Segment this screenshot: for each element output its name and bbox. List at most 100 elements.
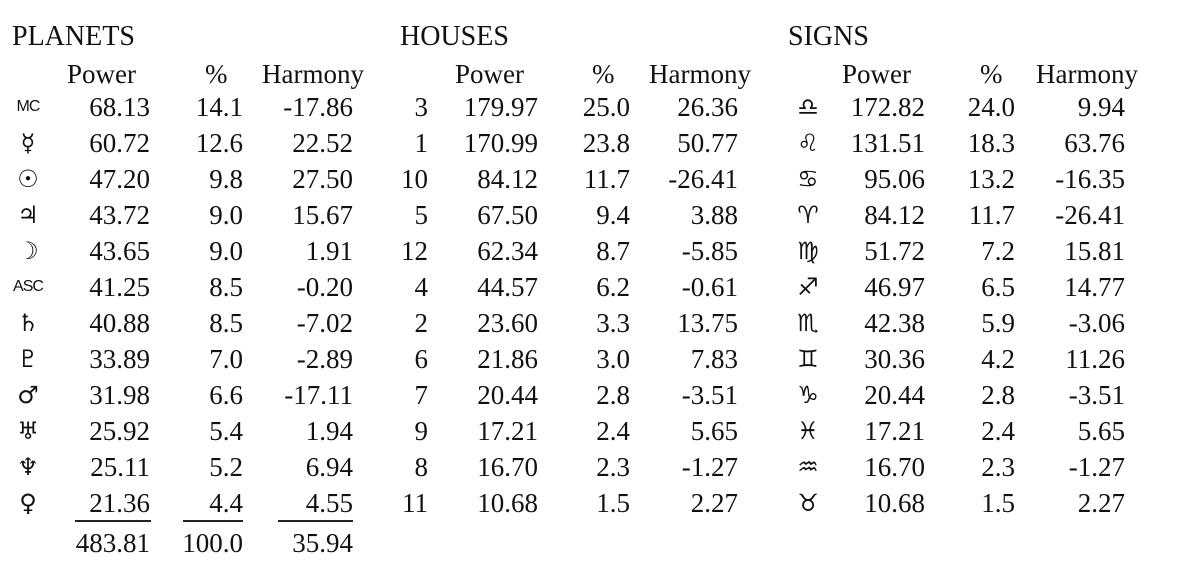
sign-symbol-icon: ♎ (797, 93, 819, 121)
sign-power: 46.97 (864, 272, 925, 302)
house-power: 16.70 (477, 452, 538, 482)
planets-percent-header: % (205, 59, 228, 89)
sign-power: 84.12 (864, 200, 925, 230)
sign-power: 95.06 (864, 164, 925, 194)
planet-percent: 12.6 (195, 128, 243, 158)
sign-symbol-icon: ♈ (797, 201, 819, 229)
planet-percent: 7.0 (209, 344, 243, 374)
sign-symbol-icon: ♍ (797, 237, 819, 265)
planet-power: 47.20 (89, 164, 150, 194)
sign-power: 30.36 (864, 344, 925, 374)
planet-symbol-icon: ♆ (17, 453, 39, 481)
house-power: 23.60 (477, 308, 538, 338)
house-harmony: 5.65 (690, 416, 738, 446)
houses-power-header: Power (455, 59, 524, 89)
sign-power: 16.70 (864, 452, 925, 482)
sign-symbol-icon: ♌ (797, 129, 819, 157)
sign-percent: 24.0 (967, 92, 1015, 122)
sign-symbol-icon: ♐ (797, 273, 819, 301)
sign-percent: 2.8 (981, 380, 1015, 410)
planet-symbol-icon: ♄ (17, 309, 39, 337)
planet-symbol-icon: ♂ (17, 381, 39, 409)
house-power: 67.50 (477, 200, 538, 230)
planet-power: 31.98 (89, 380, 150, 410)
planets-harmony-total: 35.94 (292, 528, 353, 558)
house-power: 20.44 (477, 380, 538, 410)
house-harmony: 3.88 (690, 200, 738, 230)
sign-symbol-icon: ♒ (797, 453, 819, 481)
sign-symbol-icon: ♊ (797, 345, 819, 373)
house-harmony: -26.41 (668, 164, 738, 194)
house-number: 10 (401, 164, 428, 194)
house-harmony: -5.85 (681, 236, 738, 266)
planet-power: 60.72 (89, 128, 150, 158)
sign-symbol-icon: ♓ (797, 417, 819, 445)
house-number: 5 (414, 200, 429, 230)
planet-power: 43.72 (89, 200, 150, 230)
house-number: 4 (414, 272, 429, 302)
houses-heading: HOUSES (400, 21, 509, 52)
planet-symbol-icon: ♇ (17, 345, 39, 373)
house-percent: 8.7 (596, 236, 630, 266)
sign-harmony: 15.81 (1064, 236, 1125, 266)
sign-percent: 7.2 (981, 236, 1015, 266)
planet-symbol-icon: ♀ (19, 489, 37, 517)
planet-harmony: -17.11 (284, 380, 353, 410)
house-percent: 6.2 (596, 272, 630, 302)
house-power: 62.34 (477, 236, 538, 266)
harmony-total-rule (278, 520, 353, 522)
signs-percent-header: % (980, 59, 1003, 89)
house-harmony: 50.77 (677, 128, 738, 158)
sign-percent: 4.2 (981, 344, 1015, 374)
planet-harmony: -7.02 (296, 308, 353, 338)
planet-symbol-icon: ☿ (20, 129, 36, 157)
house-harmony: -1.27 (681, 452, 738, 482)
planet-power: 68.13 (89, 92, 150, 122)
sign-harmony: 63.76 (1064, 128, 1125, 158)
house-power: 84.12 (477, 164, 538, 194)
sign-harmony: 11.26 (1065, 344, 1125, 374)
sign-harmony: -3.51 (1068, 380, 1125, 410)
house-percent: 2.3 (596, 452, 630, 482)
planet-power: 43.65 (89, 236, 150, 266)
planet-harmony: 1.91 (305, 236, 353, 266)
planet-power: 25.11 (90, 452, 150, 482)
planet-power: 21.36 (89, 488, 150, 518)
planet-symbol-icon: ☉ (17, 165, 39, 193)
sign-harmony: 9.94 (1077, 92, 1125, 122)
house-percent: 3.3 (596, 308, 630, 338)
sign-percent: 6.5 (981, 272, 1015, 302)
sign-power: 131.51 (850, 128, 925, 158)
house-number: 7 (414, 380, 429, 410)
planet-harmony: 22.52 (292, 128, 353, 158)
sign-harmony: -26.41 (1055, 200, 1125, 230)
house-number: 2 (414, 308, 429, 338)
planet-harmony: 4.55 (305, 488, 353, 518)
planet-percent: 5.2 (209, 452, 243, 482)
planet-harmony: 27.50 (292, 164, 353, 194)
sign-symbol-icon: ♉ (797, 489, 819, 517)
house-percent: 1.5 (596, 488, 630, 518)
sign-power: 42.38 (864, 308, 925, 338)
sign-harmony: -16.35 (1055, 164, 1125, 194)
sign-percent: 2.4 (981, 416, 1015, 446)
planet-harmony: 6.94 (305, 452, 353, 482)
house-percent: 25.0 (582, 92, 630, 122)
house-harmony: 26.36 (677, 92, 738, 122)
sign-percent: 18.3 (967, 128, 1015, 158)
planet-harmony: -0.20 (296, 272, 353, 302)
planet-power: 40.88 (89, 308, 150, 338)
planet-symbol-icon: ♃ (17, 201, 39, 229)
planets-heading: PLANETS (12, 21, 135, 52)
house-harmony: 7.83 (690, 344, 738, 374)
sign-power: 10.68 (864, 488, 925, 518)
planet-percent: 6.6 (209, 380, 243, 410)
planet-percent: 9.0 (209, 200, 243, 230)
house-number: 6 (414, 344, 429, 374)
house-percent: 3.0 (596, 344, 630, 374)
house-percent: 9.4 (596, 200, 630, 230)
planets-power-total: 483.81 (75, 528, 150, 558)
planet-symbol-icon: ASC (13, 278, 44, 295)
planets-power-header: Power (67, 59, 136, 89)
house-harmony: 2.27 (690, 488, 738, 518)
